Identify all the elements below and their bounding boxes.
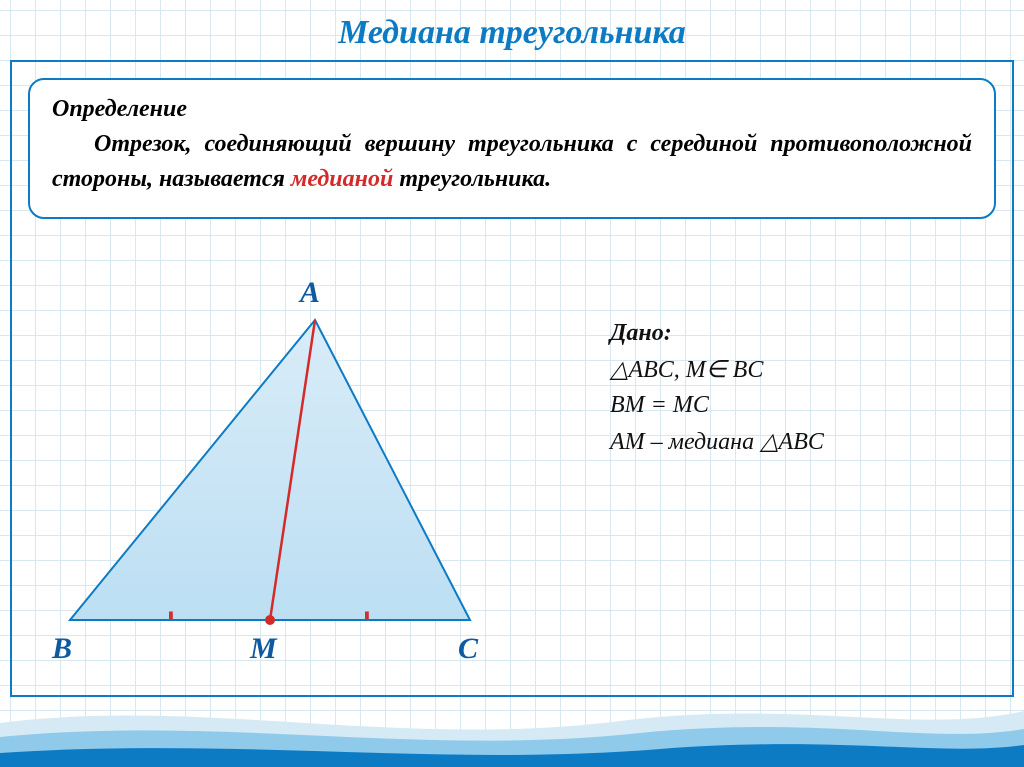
footer-wave	[0, 687, 1024, 767]
tick-mark-mc: ıı	[364, 606, 368, 622]
definition-heading: Определение	[52, 96, 972, 123]
triangle-svg	[40, 270, 560, 690]
tick-mark-bm: ıı	[168, 606, 172, 622]
vertex-label-b: B	[52, 632, 72, 666]
triangle-shape	[70, 320, 470, 620]
definition-body: Отрезок, соединяющий вершину треугольник…	[52, 127, 972, 197]
vertex-label-c: C	[458, 632, 478, 666]
definition-keyword: медианой	[291, 166, 393, 192]
given-line-1: △ABC, M∈ BC	[610, 355, 1010, 384]
vertex-label-a: A	[300, 276, 320, 310]
given-panel: Дано: △ABC, M∈ BC BM = MC AM – медиана △…	[610, 320, 1010, 464]
given-line-2: BM = MC	[610, 392, 1010, 419]
triangle-diagram: A B C M ıı ıı	[40, 270, 560, 690]
given-heading: Дано:	[610, 320, 1010, 347]
given-line-3: AM – медиана △ABC	[610, 427, 1010, 456]
definition-box: Определение Отрезок, соединяющий вершину…	[28, 78, 996, 219]
midpoint-dot	[265, 615, 275, 625]
content-area: A B C M ıı ıı Дано: △ABC, M∈ BC BM = MC …	[40, 270, 984, 687]
vertex-label-m: M	[250, 632, 277, 666]
definition-post: треугольника.	[393, 166, 551, 192]
page-title: Медиана треугольника	[0, 14, 1024, 52]
